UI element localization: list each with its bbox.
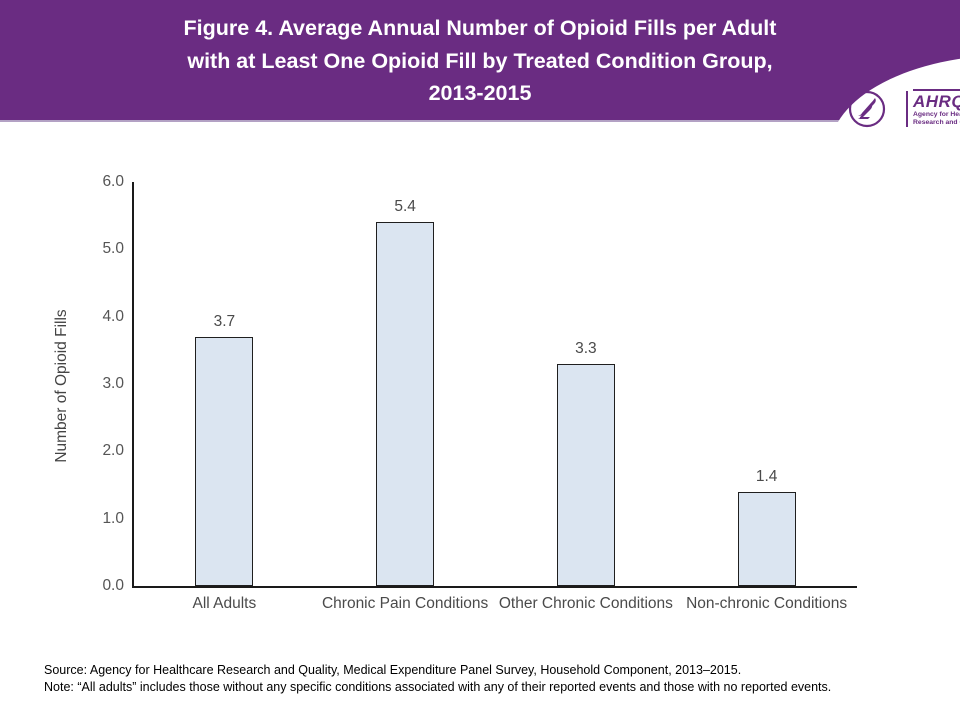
bar-other-chronic-conditions [556, 363, 615, 586]
figure-title: Figure 4. Average Annual Number of Opioi… [183, 16, 777, 105]
x-axis-category-label: Other Chronic Conditions [498, 595, 673, 612]
x-axis-category-label: Chronic Pain Conditions [321, 595, 489, 612]
x-axis-line [132, 586, 857, 588]
source-line: Source: Agency for Healthcare Research a… [44, 663, 742, 677]
bar-value-label: 3.3 [575, 339, 597, 357]
bar-value-label: 3.7 [213, 312, 236, 330]
ahrq-tagline: Agency for Healthcare Research and Quali… [913, 111, 960, 126]
bar-non-chronic-conditions [737, 491, 796, 586]
bar-value-label: 1.4 [755, 467, 778, 485]
hhs-eagle-icon [848, 90, 886, 133]
logo-divider [906, 91, 908, 127]
bar-all-adults [195, 336, 254, 586]
y-axis-tick-label: 5.0 [102, 240, 124, 258]
y-axis-title: Number of Opioid Fills [53, 309, 70, 463]
title-banner: Figure 4. Average Annual Number of Opioi… [0, 0, 960, 122]
y-axis-tick-label: 6.0 [102, 173, 124, 190]
bar-value-label: 5.4 [394, 198, 416, 216]
y-axis-tick-label: 1.0 [102, 509, 124, 527]
y-axis-tick-label: 3.0 [102, 375, 124, 392]
note-line: Note: “All adults” includes those withou… [44, 680, 832, 694]
footer-notes: Source: Agency for Healthcare Research a… [44, 662, 944, 696]
x-axis-category-label: Non-chronic Conditions [686, 595, 848, 612]
bar-chronic-pain-conditions [376, 222, 435, 586]
y-axis-tick-label: 4.0 [102, 307, 124, 325]
y-axis-tick-label: 2.0 [102, 442, 124, 460]
ahrq-acronym: AHRQ [913, 89, 960, 112]
ahrq-logo: AHRQ Agency for Healthcare Research and … [848, 89, 960, 164]
x-axis-category-label: All Adults [192, 595, 257, 612]
y-axis-line [132, 182, 134, 588]
y-axis-tick-label: 0.0 [102, 577, 124, 594]
